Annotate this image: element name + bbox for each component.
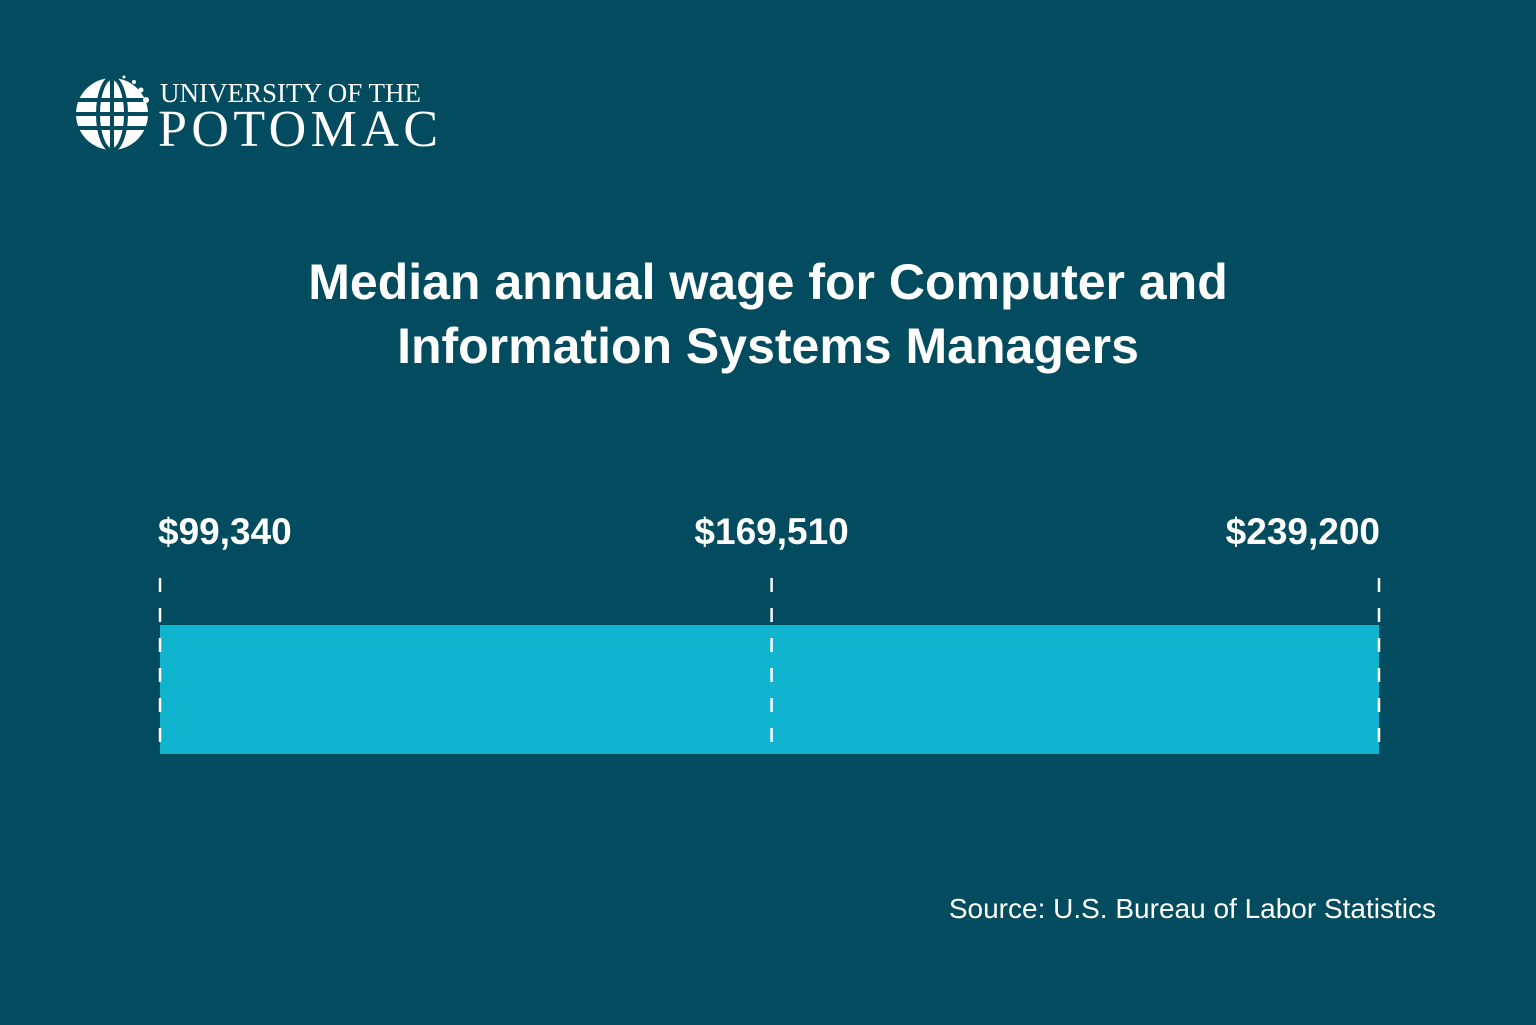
logo-line1: UNIVERSITY OF THE: [160, 78, 421, 108]
source-note: Source: U.S. Bureau of Labor Statistics: [948, 893, 1436, 924]
logo-line2: POTOMAC: [158, 101, 438, 154]
globe-icon: [76, 75, 149, 152]
title-line-2: Information Systems Managers: [397, 318, 1139, 374]
chart-title: Median annual wage for Computer and Info…: [0, 250, 1536, 378]
marker-label: $239,200: [1226, 511, 1380, 552]
wage-range-bar: [160, 625, 1379, 754]
university-logo: UNIVERSITY OF THE POTOMAC: [76, 75, 438, 154]
marker-label: $99,340: [158, 511, 292, 552]
marker-label: $169,510: [694, 511, 848, 552]
title-line-1: Median annual wage for Computer and: [308, 254, 1228, 310]
